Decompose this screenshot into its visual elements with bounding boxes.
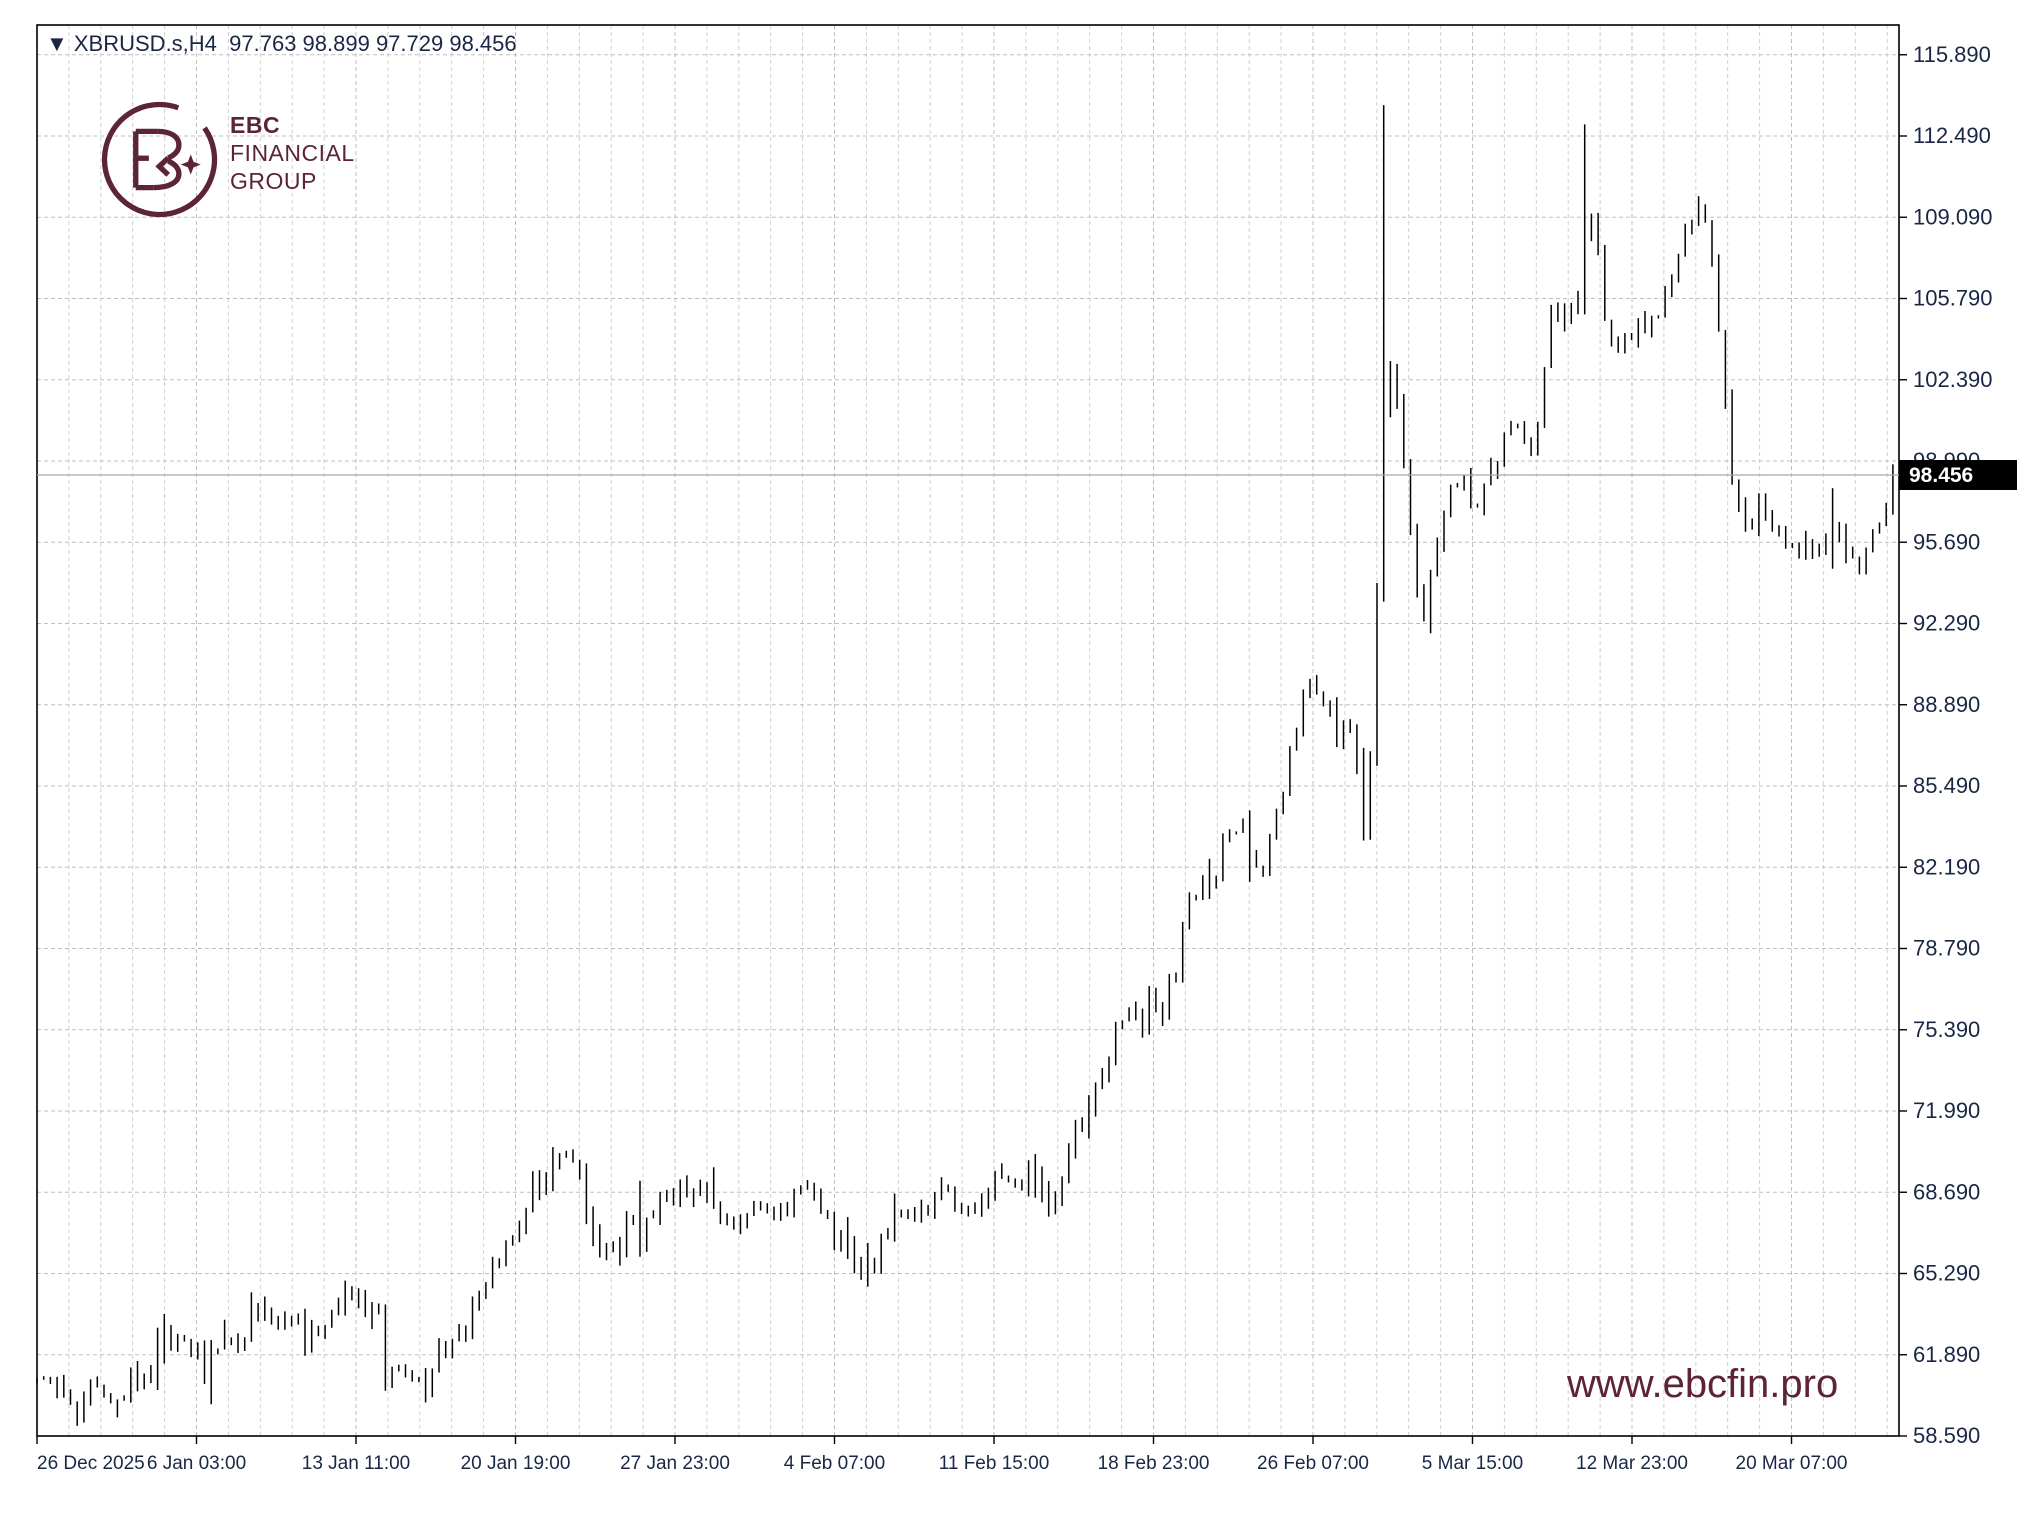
svg-text:6 Jan 03:00: 6 Jan 03:00	[147, 1453, 246, 1474]
svg-text:27 Jan 23:00: 27 Jan 23:00	[620, 1453, 730, 1474]
svg-text:92.290: 92.290	[1913, 611, 1980, 636]
svg-text:18 Feb 23:00: 18 Feb 23:00	[1098, 1453, 1210, 1474]
svg-text:65.290: 65.290	[1913, 1261, 1980, 1286]
svg-text:78.790: 78.790	[1913, 936, 1980, 961]
svg-text:26 Dec 2025: 26 Dec 2025	[37, 1453, 145, 1474]
svg-text:4 Feb 07:00: 4 Feb 07:00	[784, 1453, 885, 1474]
svg-text:88.890: 88.890	[1913, 692, 1980, 717]
svg-text:13 Jan 11:00: 13 Jan 11:00	[302, 1453, 410, 1474]
svg-text:26 Feb 07:00: 26 Feb 07:00	[1257, 1453, 1369, 1474]
svg-text:105.790: 105.790	[1913, 286, 1993, 311]
svg-text:102.390: 102.390	[1913, 367, 1993, 392]
svg-text:82.190: 82.190	[1913, 854, 1980, 879]
svg-text:71.990: 71.990	[1913, 1098, 1980, 1123]
svg-text:115.890: 115.890	[1913, 42, 1991, 67]
svg-text:109.090: 109.090	[1913, 204, 1993, 229]
svg-text:5 Mar 15:00: 5 Mar 15:00	[1422, 1453, 1523, 1474]
svg-text:98.456: 98.456	[1909, 464, 1973, 487]
svg-text:61.890: 61.890	[1913, 1342, 1980, 1367]
svg-text:68.690: 68.690	[1913, 1179, 1980, 1204]
svg-text:85.490: 85.490	[1913, 773, 1980, 798]
svg-text:112.490: 112.490	[1913, 123, 1991, 148]
svg-text:20 Jan 19:00: 20 Jan 19:00	[461, 1453, 571, 1474]
svg-text:58.590: 58.590	[1913, 1423, 1980, 1448]
svg-text:75.390: 75.390	[1913, 1017, 1980, 1042]
svg-text:12 Mar 23:00: 12 Mar 23:00	[1576, 1453, 1688, 1474]
svg-text:11 Feb 15:00: 11 Feb 15:00	[939, 1453, 1050, 1474]
svg-text:95.690: 95.690	[1913, 529, 1980, 554]
svg-text:20 Mar 07:00: 20 Mar 07:00	[1736, 1453, 1848, 1474]
